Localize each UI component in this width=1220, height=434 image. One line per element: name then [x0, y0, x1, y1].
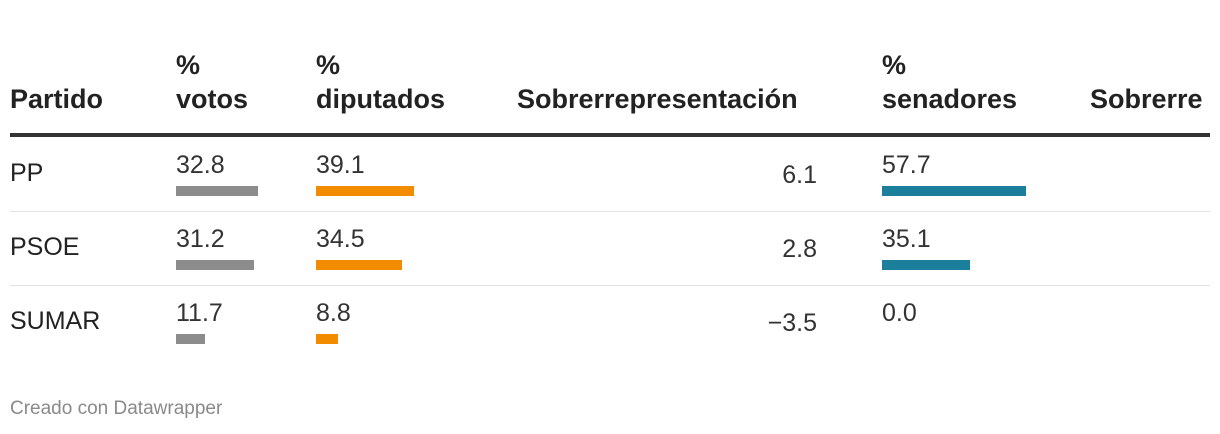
header-rule: [10, 133, 1210, 137]
votos-bar: [176, 334, 206, 344]
diputados-bar: [316, 186, 414, 196]
sobrerrepresentacion-value: −3.5: [767, 309, 817, 337]
senadores-value: 35.1: [882, 225, 931, 253]
sobrerrepresentacion-value: 6.1: [782, 161, 817, 189]
diputados-value: 34.5: [316, 225, 365, 253]
header-partido: Partido: [10, 84, 104, 114]
party-name: SUMAR: [10, 307, 101, 335]
votos-bar: [176, 186, 258, 196]
data-table: Partido % votos % diputados Sobrerrepres…: [10, 0, 1210, 350]
senadores-bar: [882, 260, 970, 270]
votos-value: 32.8: [176, 151, 225, 179]
header-senadores: % senadores: [882, 50, 1018, 114]
senadores-value: 0.0: [882, 299, 917, 327]
row-divider: [10, 285, 1210, 286]
party-name: PSOE: [10, 233, 80, 261]
votos-value: 11.7: [176, 299, 223, 327]
footer-credit: Creado con Datawrapper: [10, 398, 223, 419]
votos-value: 31.2: [176, 225, 225, 253]
header-sobrerrepresentacion: Sobrerrepresentación: [517, 84, 798, 114]
diputados-value: 39.1: [316, 151, 365, 179]
votos-bar: [176, 260, 254, 270]
sobrerrepresentacion-value: 2.8: [782, 235, 817, 263]
diputados-bar: [316, 334, 338, 344]
diputados-value: 8.8: [316, 299, 351, 327]
party-name: PP: [10, 159, 44, 187]
header-sobrerre-truncated: Sobrerre: [1090, 84, 1203, 114]
row-divider: [10, 211, 1210, 212]
diputados-bar: [316, 260, 403, 270]
header-votos: % votos: [176, 50, 249, 114]
senadores-bar: [882, 186, 1027, 196]
header-diputados: % diputados: [316, 50, 445, 114]
senadores-value: 57.7: [882, 151, 931, 179]
